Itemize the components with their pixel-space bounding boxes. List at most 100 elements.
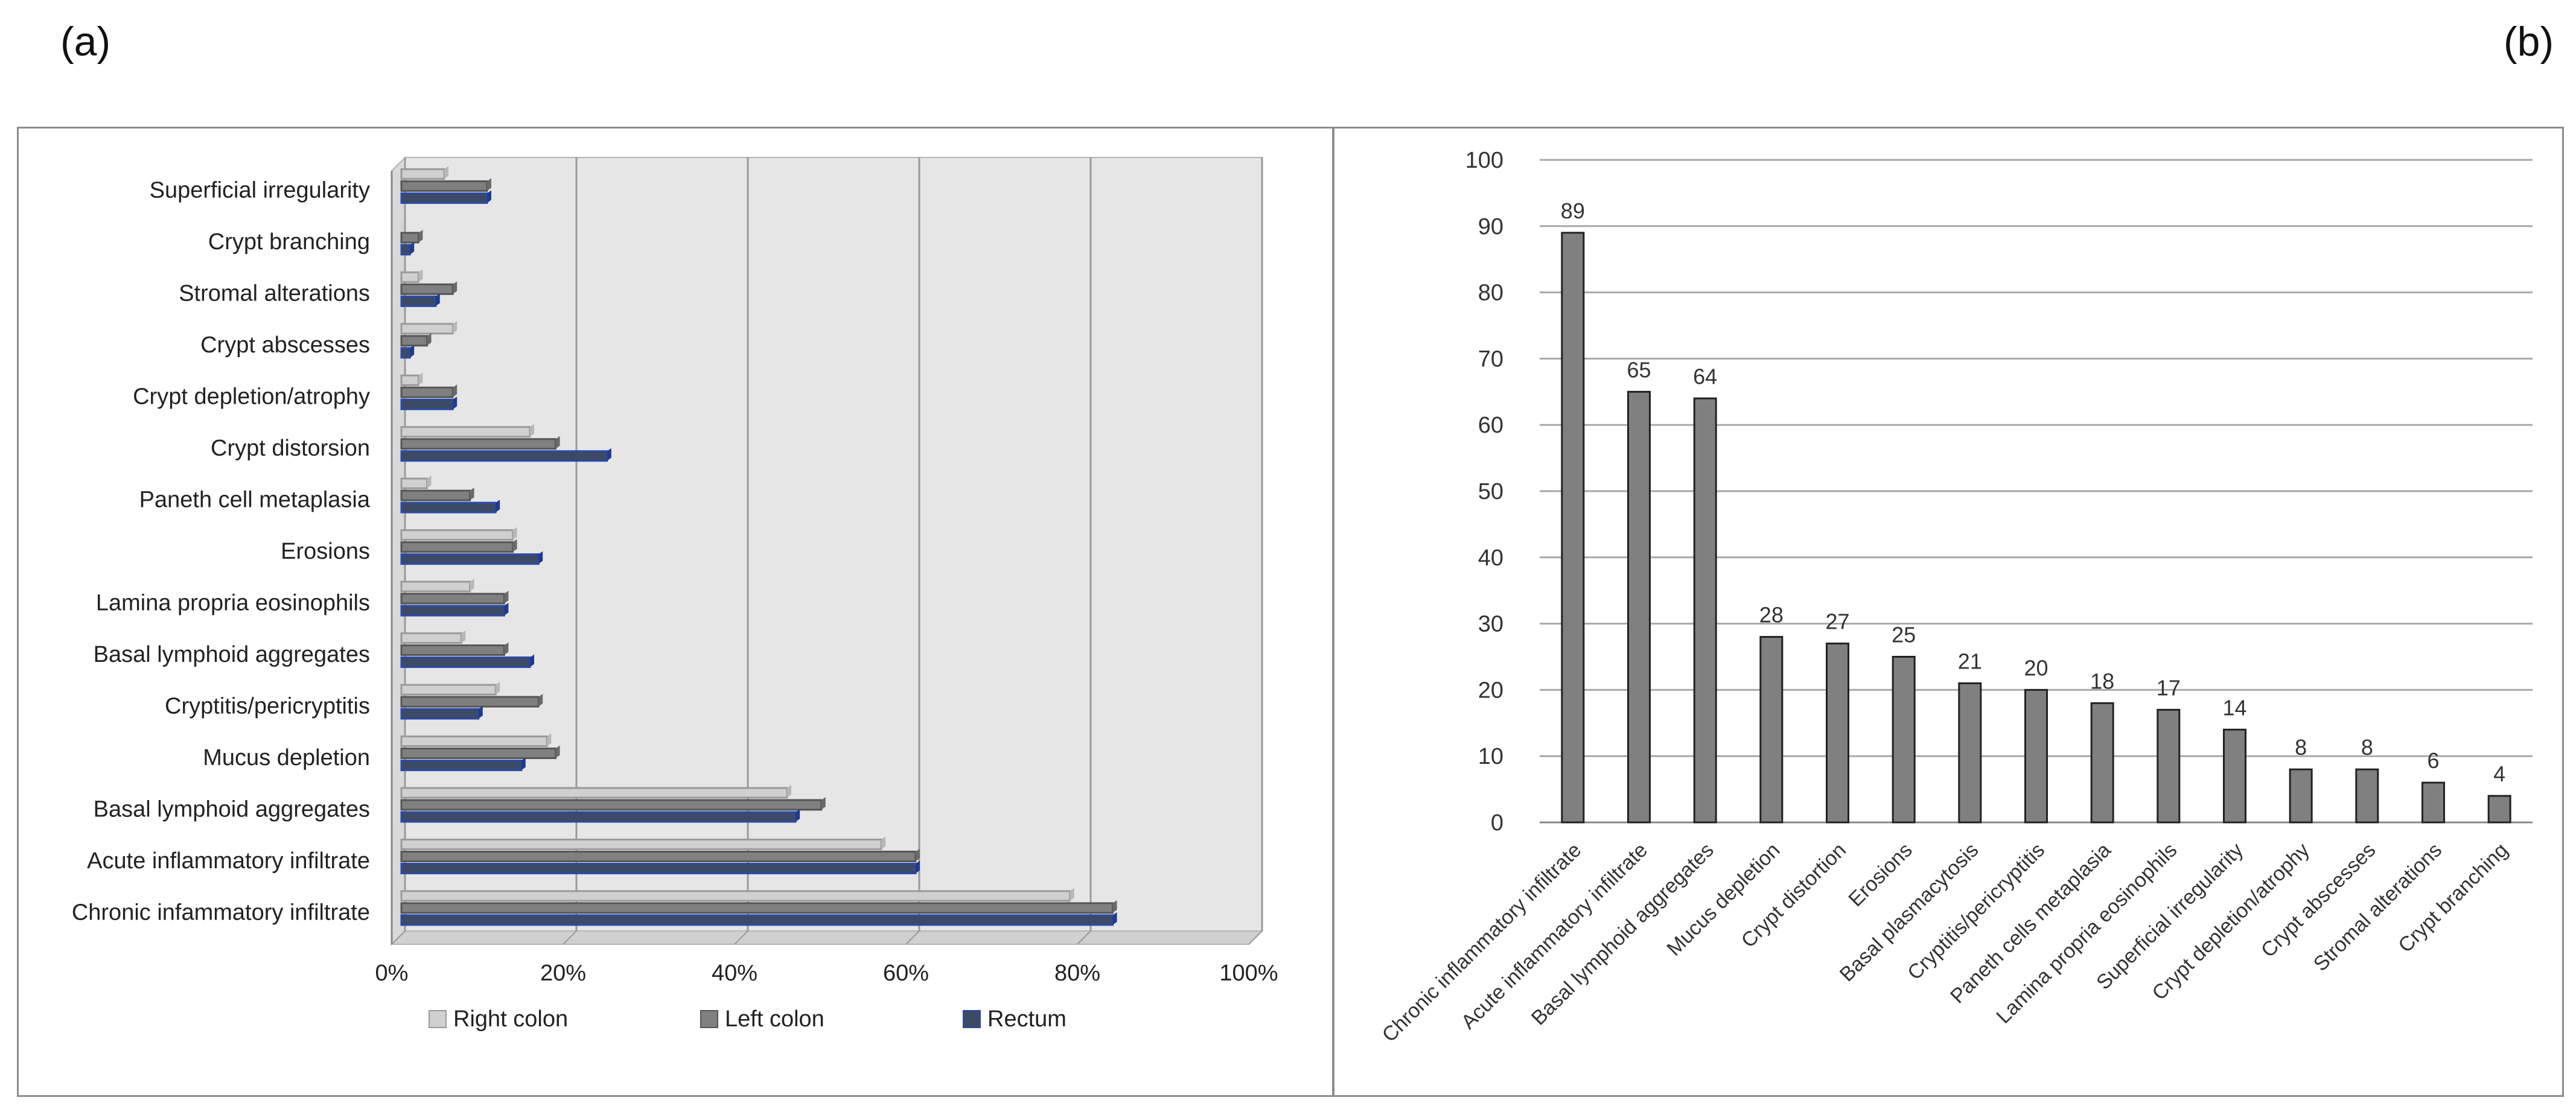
category-label: Basal lymphoid aggregates [94,642,370,667]
bar-end [504,591,509,604]
bar-right-colon [400,166,448,180]
bar [1958,682,1982,824]
bar-face [400,501,497,513]
data-label: 6 [2427,748,2439,773]
bar-rectum [400,500,500,513]
bar-face [400,862,917,874]
bar [2355,768,2379,824]
bar-face [400,644,505,656]
data-label: 89 [1561,199,1585,223]
bar-face [400,477,429,489]
bar-end [453,320,457,334]
bar-end [496,500,500,513]
legend-swatch [429,1010,447,1028]
bar-end [444,166,448,179]
legend-item-rectum: Rectum [963,1006,1066,1032]
data-label: 27 [1825,609,1849,634]
category-label: Lamina propria eosinophils [96,590,370,615]
bar-face [400,708,480,720]
bar-face [400,696,540,708]
bar-rectum [400,345,415,359]
bar-end [504,603,509,616]
bar-end [538,694,543,707]
category-label: Superficial irregularity [150,178,370,203]
y-tick-label: 0 [1491,810,1503,836]
bar-face [400,335,429,347]
bar-rectum [400,603,509,617]
bar-face [400,244,411,256]
x-gridline-floor [905,930,920,945]
bar-right-colon [400,579,474,593]
data-label: 14 [2222,695,2246,720]
category-label: Crypt distorsion [211,436,370,461]
bar-rectum [400,293,440,307]
bar-right-colon [400,836,886,850]
bar-right-colon [400,682,500,696]
bar-face [400,736,548,748]
y-tick-label: 30 [1478,612,1503,637]
bar-end [470,488,474,501]
bar-end [512,527,517,540]
bar-face [400,593,505,605]
data-label: 21 [1958,649,1982,673]
bar-face [401,220,403,230]
bar-end [410,241,415,255]
legend-label: Left colon [725,1006,824,1032]
bar-right-colon [400,888,1074,902]
bar [1693,397,1717,824]
bar-right-colon [400,630,466,644]
bar-face [400,168,445,180]
category-label: Acute inflammatory infiltrate [87,848,370,874]
bar-end [821,796,826,810]
bar-left-colon [400,178,491,192]
y-tick-label: 80 [1478,281,1503,306]
bar [2289,768,2313,824]
bar-face [400,398,454,410]
bar-face [400,541,514,553]
y-tick-label: 50 [1478,479,1503,504]
x-tick-label: 0% [375,961,409,986]
bar-face [400,890,1071,902]
bar [2223,728,2246,824]
bar-left-colon [400,900,1117,914]
bar-face [400,850,917,862]
y-tick-label: 60 [1478,413,1503,438]
bar-face [400,553,540,565]
bar-end [881,836,886,850]
category-label: Mucus depletion [1663,839,1785,961]
bar-end [427,475,432,489]
bar-left-colon [400,745,560,760]
bar-end [916,848,920,862]
legend-swatch [700,1010,718,1028]
bar [2024,688,2048,824]
legend-label: Rectum [987,1006,1066,1032]
bar-right-colon [400,424,534,438]
bar-rectum [400,912,1117,926]
bar [2487,795,2511,824]
bar-face [400,811,797,823]
bar-left-colon [400,848,920,862]
bar-face [400,426,531,438]
category-label: Stromal alterations [179,281,370,307]
bar-end [410,345,415,358]
bar-face [400,684,497,696]
bar [2090,702,2114,824]
data-label: 18 [2090,669,2114,693]
x-gridline-floor [734,930,748,945]
bar-rectum [400,654,534,669]
bar-left-colon [400,281,457,295]
chart-a-svg: 0% 20% 40% 60% 80% 100% Superficial irregulari… [72,156,1278,1032]
bar-end [1070,888,1074,901]
y-tick-label: 90 [1478,214,1503,240]
bar-left-colon [400,642,509,656]
bar-end [418,372,423,386]
x-tick-label: 100% [1219,961,1278,986]
bar-face [400,914,1114,926]
bar-end [521,757,526,770]
bar-face [400,232,419,244]
panel-b-label: (b) [2504,19,2554,65]
bar-face [400,787,788,799]
bar-end [496,682,500,695]
bar-right-colon [400,475,432,489]
bar-face [400,632,462,644]
